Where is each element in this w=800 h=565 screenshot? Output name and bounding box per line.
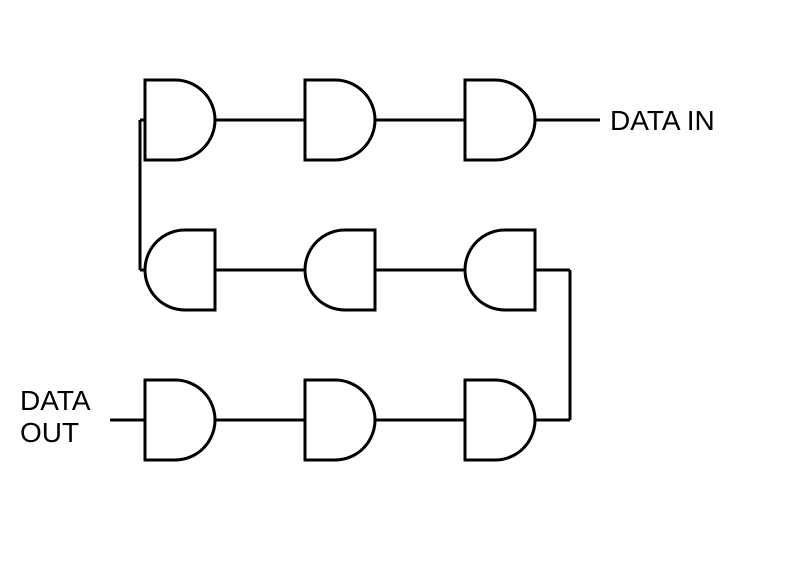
data-out-label-line2: OUT (20, 417, 79, 448)
gate-2-0 (145, 380, 215, 460)
data-in-label: DATA IN (610, 105, 715, 136)
gate-2-1 (305, 380, 375, 460)
gate-1-0 (145, 230, 215, 310)
shift-register-diagram: DATA IN DATA OUT (0, 0, 800, 565)
gate-2-2 (465, 380, 535, 460)
data-out-label-line1: DATA (20, 385, 91, 416)
gate-0-1 (305, 80, 375, 160)
gate-1-2 (465, 230, 535, 310)
gate-0-0 (145, 80, 215, 160)
gates (145, 80, 535, 460)
gate-1-1 (305, 230, 375, 310)
gate-0-2 (465, 80, 535, 160)
